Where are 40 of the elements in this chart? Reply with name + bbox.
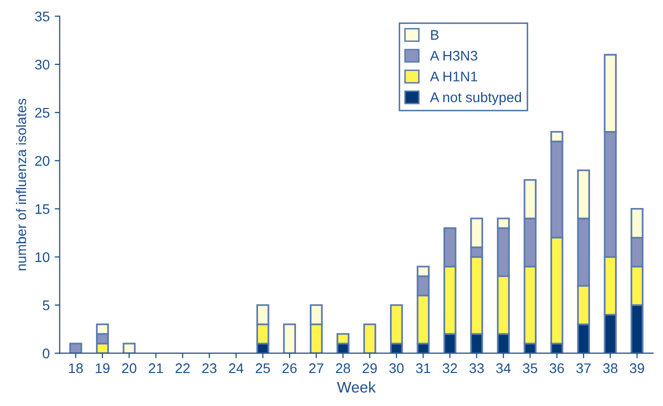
x-tick-label: 29 [362, 363, 377, 374]
legend-label: A not subtyped [430, 92, 521, 105]
x-tick-label: 22 [176, 363, 190, 374]
x-tick-label: 35 [522, 363, 538, 374]
y-tick-label: 20 [35, 156, 50, 166]
x-tick-label: 20 [122, 363, 136, 374]
x-tick-label: 31 [416, 363, 430, 374]
x-tick-label: 25 [256, 363, 270, 374]
x-tick-label: 21 [148, 363, 163, 374]
legend-label: B [431, 30, 439, 40]
x-tick-label: 33 [469, 363, 484, 374]
y-tick-label: 30 [35, 60, 50, 70]
x-tick-label: 18 [69, 363, 83, 374]
x-tick-label: 27 [309, 363, 324, 374]
bar [69, 342, 82, 354]
x-tick-label: 34 [496, 363, 511, 374]
x-tick-label: 26 [282, 363, 297, 374]
y-tick-label: 35 [35, 12, 50, 22]
y-axis-title: number of influenza isolates [16, 98, 26, 270]
x-tick-label: 32 [442, 363, 457, 374]
x-tick-label: 30 [389, 363, 404, 374]
y-tick-label: 15 [36, 204, 50, 214]
x-tick-label: 38 [603, 363, 618, 374]
x-tick-label: 39 [630, 363, 644, 374]
x-tick-label: 37 [576, 363, 591, 374]
legend-label: A H3N3 [430, 50, 478, 61]
bar [283, 324, 296, 354]
y-tick-label: 5 [42, 300, 50, 310]
x-tick-label: 36 [550, 363, 564, 374]
x-tick-label: 24 [229, 363, 244, 374]
x-tick-label: 28 [336, 363, 350, 374]
x-tick-label: 23 [202, 363, 216, 374]
legend-label: A H1N1 [430, 72, 478, 82]
x-tick-label: 19 [96, 363, 110, 374]
y-tick-label: 10 [36, 252, 50, 262]
x-axis-title: Week [337, 381, 376, 393]
y-tick-label: 0 [42, 348, 50, 358]
y-tick-label: 25 [35, 108, 50, 118]
bar [363, 324, 376, 354]
bar [122, 342, 136, 354]
